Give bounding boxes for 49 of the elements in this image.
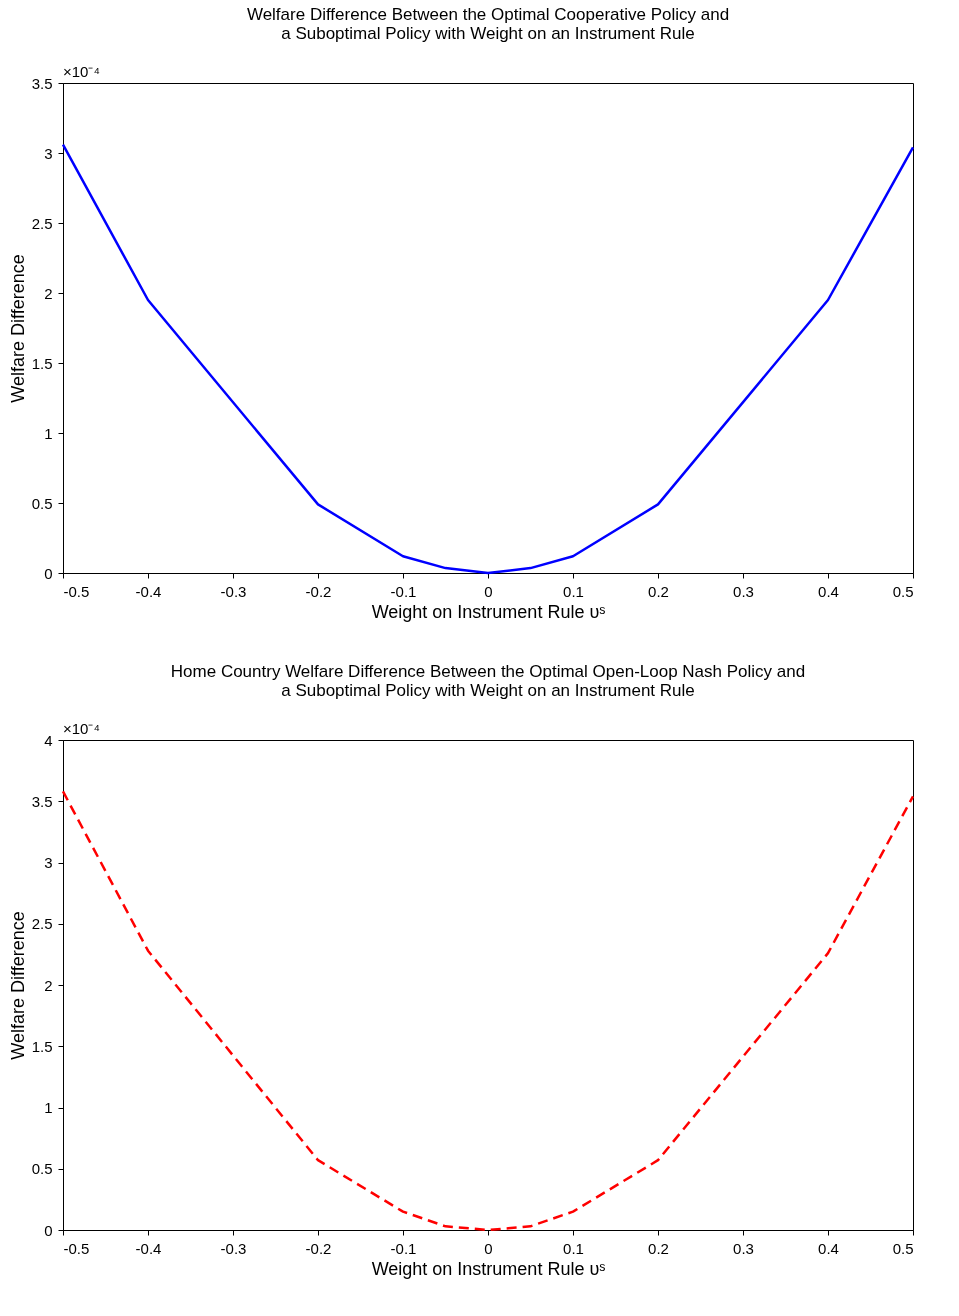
x-tick-label: 0.4 [818,1239,839,1257]
x-tick-label: 0 [484,582,493,600]
y-tick-label: 3.5 [31,74,53,92]
line-series [61,143,915,575]
x-tick-label: 0.4 [818,582,839,600]
x-tick-label: 0.3 [733,1239,754,1257]
x-tick-label: -0.5 [63,1239,90,1257]
line-series [61,790,915,1232]
x-tick-label: 0.5 [892,582,914,600]
y-tick-label: 2 [44,976,53,994]
y-tick-label: 1.5 [31,1037,53,1055]
x-tick-label: -0.3 [220,1239,247,1257]
text: ×10⁻⁴ [63,720,100,737]
x-tick-label: -0.2 [305,1239,332,1257]
x-tick-label: -0.5 [63,582,90,600]
x-axis-title: Weight on Instrument Rule υˢ [371,1258,606,1279]
y-tick-label: 1.5 [31,354,53,372]
x-tick-label: 0.2 [648,582,669,600]
y-tick-label: 3.5 [31,792,53,810]
y-axis-title: Welfare Difference [7,254,28,403]
y-tick-label: 0.5 [31,494,53,512]
x-tick-label: -0.2 [305,582,332,600]
y-tick-label: 0.5 [31,1160,53,1178]
x-tick-label: -0.4 [135,1239,162,1257]
x-tick-label: -0.3 [220,582,247,600]
y-tick-label: 0 [44,564,53,582]
y-tick-label: 4 [44,731,53,749]
y-tick-label: 1 [44,424,53,442]
chart-title: Welfare Difference Between the Optimal Cooperative Policy and a Suboptimal Policy with Weight on an Instrument Rule [246,5,730,43]
y-tick-label: 1 [44,1099,53,1116]
x-tick-label: -0.1 [390,1239,417,1257]
text: ×10⁻⁴ [63,63,100,80]
y-tick-label: 2 [44,284,53,302]
y-tick-label: 2.5 [31,915,53,933]
y-tick-label: 3 [44,144,53,162]
x-tick-label: 0.1 [563,582,584,600]
chart-title: Home Country Welfare Difference Between the Optimal Open-Loop Nash Policy and a Suboptimal Policy with Weight on an Instrument Rule [170,662,806,700]
y-tick-label: 3 [44,854,53,871]
x-tick-label: -0.1 [390,582,417,600]
y-axis-title: Welfare Difference [7,911,28,1060]
x-axis-title: Weight on Instrument Rule υˢ [371,601,606,622]
x-tick-label: 0 [484,1239,493,1257]
x-tick-label: 0.5 [892,1239,914,1257]
x-tick-label: -0.4 [135,582,162,600]
x-tick-label: 0.3 [733,582,754,600]
y-tick-label: 0 [44,1221,53,1239]
y-tick-label: 2.5 [31,214,53,232]
x-tick-label: 0.1 [563,1239,584,1257]
x-tick-label: 0.2 [648,1239,669,1257]
